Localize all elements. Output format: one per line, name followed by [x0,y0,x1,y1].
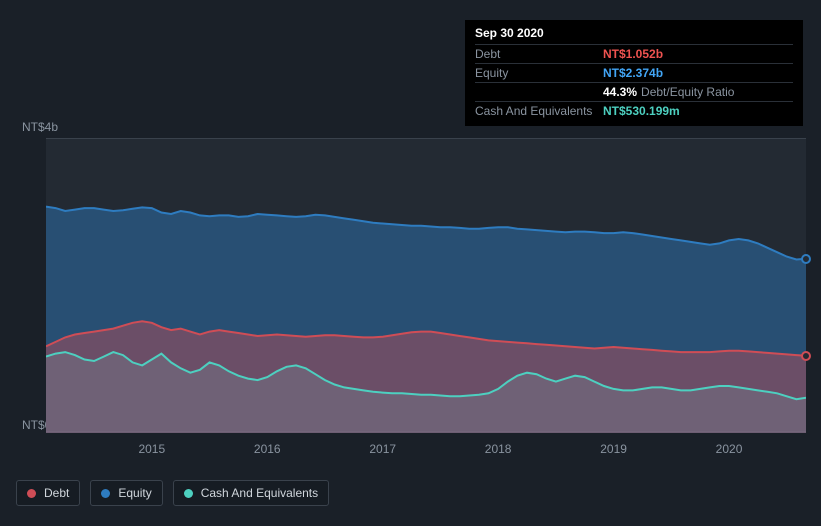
tooltip-row-ratio: 44.3% Debt/Equity Ratio [475,82,793,101]
x-tick: 2016 [254,442,281,456]
x-tick: 2018 [485,442,512,456]
legend-item-cash[interactable]: Cash And Equivalents [173,480,329,506]
tooltip-label: Debt [475,47,603,61]
chart-plot-area[interactable] [46,138,806,432]
x-tick: 2017 [369,442,396,456]
tooltip-value: NT$530.199m [603,104,680,118]
end-dot-debt [801,351,811,361]
x-tick: 2015 [138,442,165,456]
tooltip-row-debt: Debt NT$1.052b [475,44,793,63]
tooltip-date: Sep 30 2020 [475,26,793,44]
tooltip-ratio-pct: 44.3% [603,85,637,99]
end-dot-equity [801,254,811,264]
tooltip-ratio-text: Debt/Equity Ratio [641,85,734,99]
tooltip-label [475,85,603,99]
tooltip-label: Cash And Equivalents [475,104,603,118]
legend-dot-icon [27,489,36,498]
x-tick: 2020 [716,442,743,456]
legend-label: Cash And Equivalents [201,486,318,500]
tooltip-value: NT$2.374b [603,66,663,80]
chart-svg [46,139,806,433]
tooltip-value: NT$1.052b [603,47,663,61]
tooltip-label: Equity [475,66,603,80]
chart-legend: Debt Equity Cash And Equivalents [16,480,329,506]
x-tick: 2019 [600,442,627,456]
legend-label: Debt [44,486,69,500]
tooltip-row-equity: Equity NT$2.374b [475,63,793,82]
y-axis-top-label: NT$4b [22,120,58,134]
legend-label: Equity [118,486,151,500]
tooltip-row-cash: Cash And Equivalents NT$530.199m [475,101,793,120]
x-axis-ticks: 2015 2016 2017 2018 2019 2020 [46,438,806,458]
legend-dot-icon [184,489,193,498]
chart-tooltip: Sep 30 2020 Debt NT$1.052b Equity NT$2.3… [465,20,803,126]
legend-dot-icon [101,489,110,498]
legend-item-equity[interactable]: Equity [90,480,162,506]
legend-item-debt[interactable]: Debt [16,480,80,506]
